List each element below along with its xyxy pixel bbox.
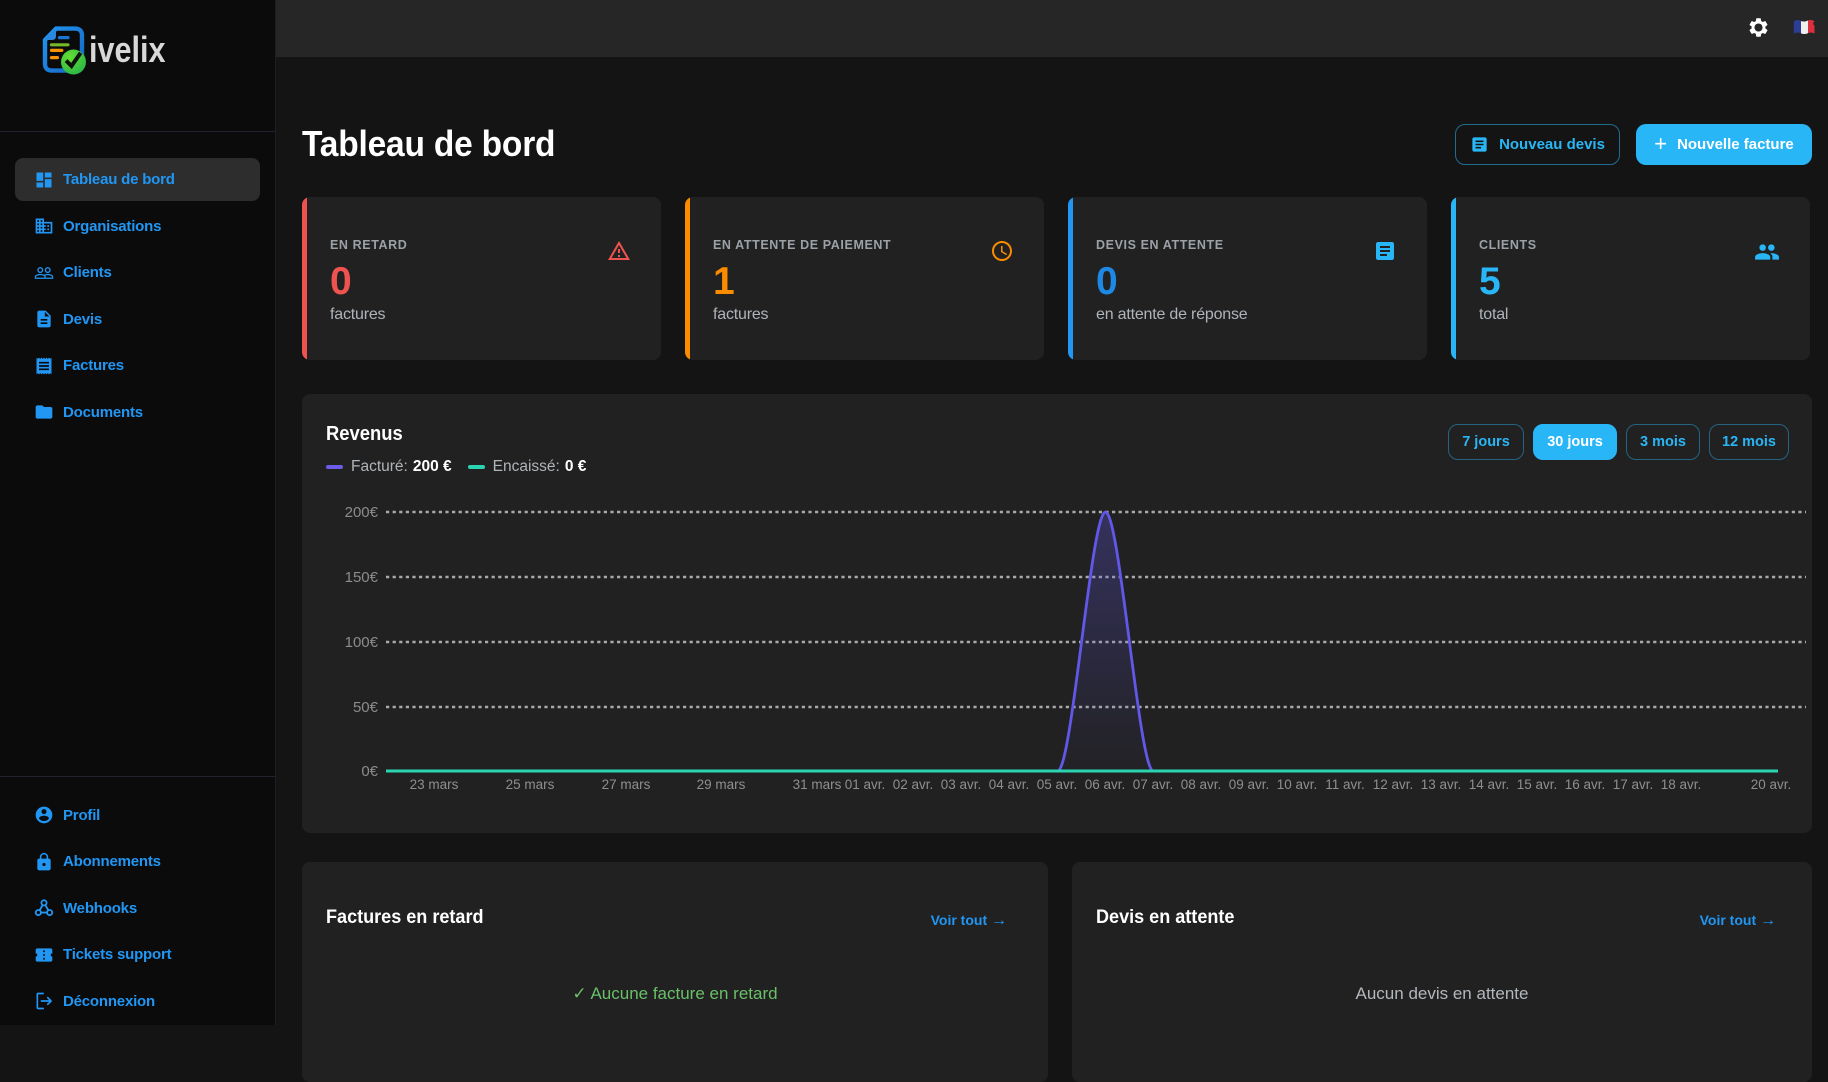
svg-text:15 avr.: 15 avr.	[1517, 777, 1558, 792]
svg-text:23 mars: 23 mars	[410, 777, 459, 792]
svg-text:27 mars: 27 mars	[602, 777, 651, 792]
svg-text:18 avr.: 18 avr.	[1661, 777, 1702, 792]
svg-text:16 avr.: 16 avr.	[1565, 777, 1606, 792]
svg-text:11 avr.: 11 avr.	[1325, 777, 1365, 792]
svg-text:13 avr.: 13 avr.	[1421, 777, 1462, 792]
svg-text:08 avr.: 08 avr.	[1181, 777, 1222, 792]
svg-text:06 avr.: 06 avr.	[1085, 777, 1126, 792]
svg-text:20 avr.: 20 avr.	[1751, 777, 1792, 792]
svg-text:0€: 0€	[361, 763, 378, 780]
svg-text:31 mars: 31 mars	[793, 777, 842, 792]
svg-text:150€: 150€	[345, 569, 379, 586]
svg-text:07 avr.: 07 avr.	[1133, 777, 1174, 792]
svg-text:25 mars: 25 mars	[506, 777, 555, 792]
svg-text:29 mars: 29 mars	[697, 777, 746, 792]
svg-text:100€: 100€	[345, 634, 379, 651]
svg-text:02 avr.: 02 avr.	[893, 777, 934, 792]
svg-text:04 avr.: 04 avr.	[989, 777, 1030, 792]
svg-text:200€: 200€	[345, 504, 379, 521]
svg-text:03 avr.: 03 avr.	[941, 777, 982, 792]
svg-text:09 avr.: 09 avr.	[1229, 777, 1270, 792]
svg-text:14 avr.: 14 avr.	[1469, 777, 1510, 792]
svg-text:10 avr.: 10 avr.	[1277, 777, 1318, 792]
svg-text:05 avr.: 05 avr.	[1037, 777, 1078, 792]
svg-text:17 avr.: 17 avr.	[1613, 777, 1654, 792]
svg-text:50€: 50€	[353, 699, 379, 716]
svg-text:01 avr.: 01 avr.	[845, 777, 886, 792]
svg-text:12 avr.: 12 avr.	[1373, 777, 1414, 792]
